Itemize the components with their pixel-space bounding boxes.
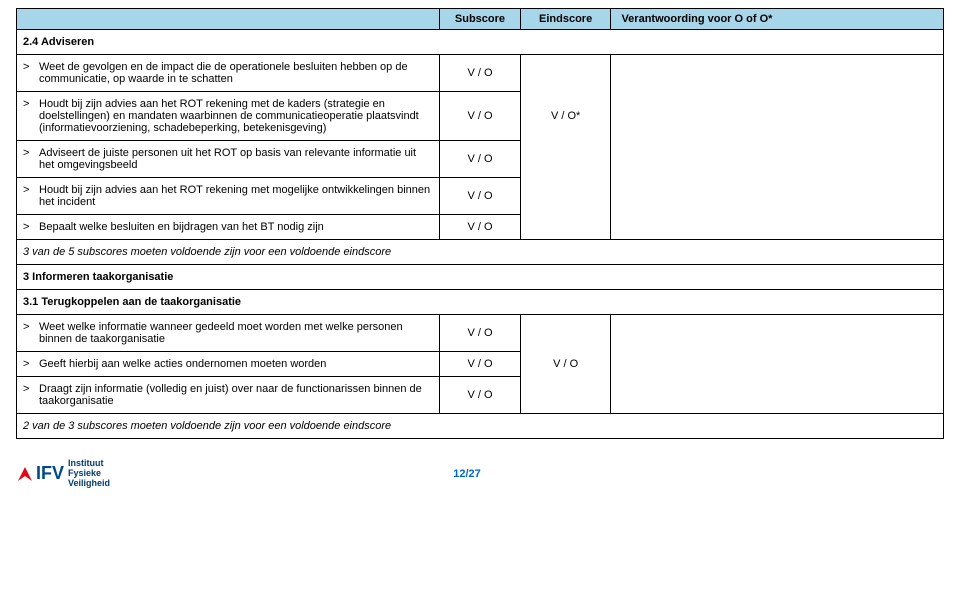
item-text: Weet de gevolgen en de impact die de ope… xyxy=(39,61,433,85)
eindscore-cell-31c xyxy=(520,377,611,414)
bullet-icon: > xyxy=(23,321,39,333)
item-desc: > Weet welke informatie wanneer gedeeld … xyxy=(17,315,440,352)
footnote-row: 3 van de 5 subscores moeten voldoende zi… xyxy=(17,240,944,265)
subscore-cell: V / O xyxy=(440,92,521,141)
subscore-cell: V / O xyxy=(440,215,521,240)
eindscore-cell-31a xyxy=(520,315,611,352)
subscore-cell: V / O xyxy=(440,352,521,377)
subscore-cell: V / O xyxy=(440,141,521,178)
header-subscore: Subscore xyxy=(440,9,521,30)
section-24-title: 2.4 Adviseren xyxy=(17,30,944,55)
assessment-table: Subscore Eindscore Verantwoording voor O… xyxy=(16,8,944,439)
verantwoording-cell xyxy=(611,55,944,240)
header-eindscore: Eindscore xyxy=(520,9,611,30)
section-3-title: 3 Informeren taakorganisatie xyxy=(17,265,944,290)
section-31-title: 3.1 Terugkoppelen aan de taakorganisatie xyxy=(17,290,944,315)
footnote-31: 2 van de 3 subscores moeten voldoende zi… xyxy=(17,414,944,439)
eindscore-cell-cont xyxy=(520,215,611,240)
eindscore-cell-cont xyxy=(520,178,611,215)
item-desc: > Houdt bij zijn advies aan het ROT reke… xyxy=(17,92,440,141)
ifv-logo: IFV Instituut Fysieke Veiligheid xyxy=(16,459,110,489)
ifv-logo-text: Instituut Fysieke Veiligheid xyxy=(68,459,110,489)
bullet-icon: > xyxy=(23,383,39,395)
item-desc: > Bepaalt welke besluiten en bijdragen v… xyxy=(17,215,440,240)
bullet-icon: > xyxy=(23,184,39,196)
logo-line3: Veiligheid xyxy=(68,479,110,489)
item-desc: > Weet de gevolgen en de impact die de o… xyxy=(17,55,440,92)
table-row: > Weet welke informatie wanneer gedeeld … xyxy=(17,315,944,352)
item-desc: > Houdt bij zijn advies aan het ROT reke… xyxy=(17,178,440,215)
subscore-cell: V / O xyxy=(440,178,521,215)
bullet-icon: > xyxy=(23,221,39,233)
item-text: Bepaalt welke besluiten en bijdragen van… xyxy=(39,221,433,233)
footnote-row-31: 2 van de 3 subscores moeten voldoende zi… xyxy=(17,414,944,439)
footer-row: IFV Instituut Fysieke Veiligheid 12/27 xyxy=(16,459,944,489)
section-3-title-row: 3 Informeren taakorganisatie xyxy=(17,265,944,290)
item-desc: > Geeft hierbij aan welke acties onderno… xyxy=(17,352,440,377)
section-24-title-row: 2.4 Adviseren xyxy=(17,30,944,55)
header-verantwoording: Verantwoording voor O of O* xyxy=(611,9,944,30)
ifv-logo-mark: IFV xyxy=(16,463,64,484)
eindscore-cell: V / O* xyxy=(520,55,611,178)
item-desc: > Adviseert de juiste personen uit het R… xyxy=(17,141,440,178)
subscore-cell: V / O xyxy=(440,55,521,92)
eindscore-cell-31: V / O xyxy=(520,352,611,377)
item-text: Weet welke informatie wanneer gedeeld mo… xyxy=(39,321,433,345)
header-row: Subscore Eindscore Verantwoording voor O… xyxy=(17,9,944,30)
bullet-icon: > xyxy=(23,358,39,370)
item-text: Houdt bij zijn advies aan het ROT rekeni… xyxy=(39,184,433,208)
bullet-icon: > xyxy=(23,98,39,110)
item-text: Geeft hierbij aan welke acties ondernome… xyxy=(39,358,433,370)
section-31-title-row: 3.1 Terugkoppelen aan de taakorganisatie xyxy=(17,290,944,315)
bullet-icon: > xyxy=(23,61,39,73)
bullet-icon: > xyxy=(23,147,39,159)
verantwoording-cell-31 xyxy=(611,315,944,414)
footnote-24: 3 van de 5 subscores moeten voldoende zi… xyxy=(17,240,944,265)
item-text: Draagt zijn informatie (volledig en juis… xyxy=(39,383,433,407)
ifv-logo-letters: IFV xyxy=(36,463,64,484)
table-row: > Weet de gevolgen en de impact die de o… xyxy=(17,55,944,92)
item-text: Adviseert de juiste personen uit het ROT… xyxy=(39,147,433,171)
item-desc: > Draagt zijn informatie (volledig en ju… xyxy=(17,377,440,414)
subscore-cell: V / O xyxy=(440,377,521,414)
item-text: Houdt bij zijn advies aan het ROT rekeni… xyxy=(39,98,433,134)
arrow-icon xyxy=(16,465,34,483)
header-blank xyxy=(17,9,440,30)
page-number: 12/27 xyxy=(110,468,824,480)
subscore-cell: V / O xyxy=(440,315,521,352)
